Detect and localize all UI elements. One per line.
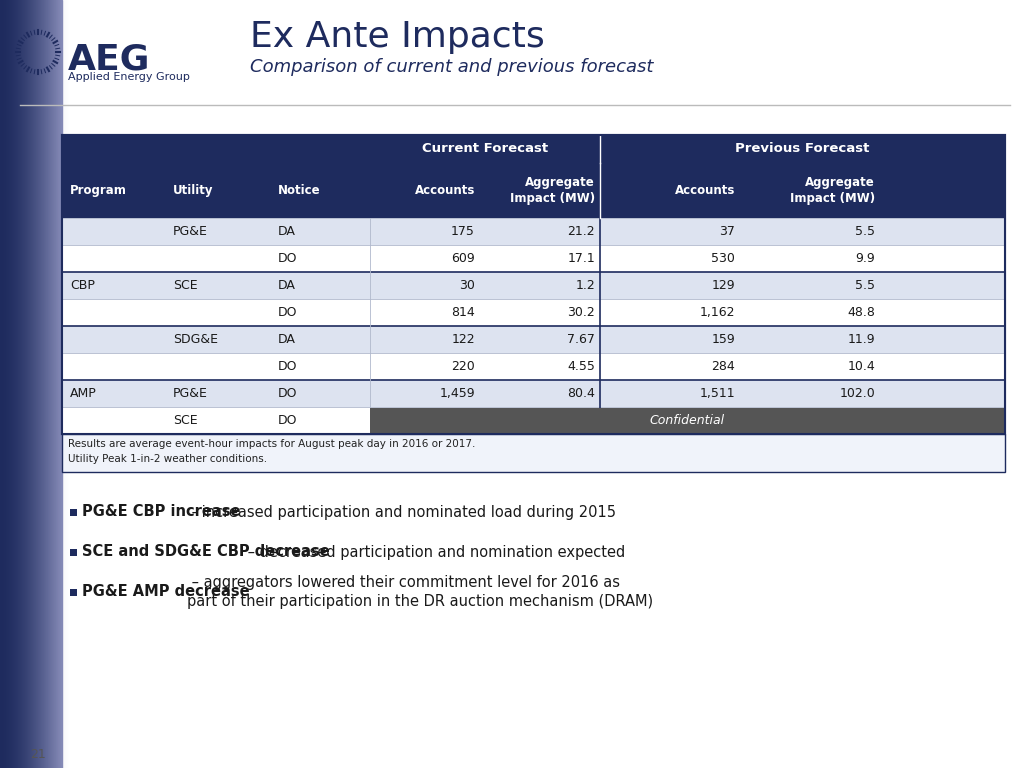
Text: Previous Forecast: Previous Forecast <box>735 143 869 155</box>
Text: 1.2: 1.2 <box>575 279 595 292</box>
Text: 5.5: 5.5 <box>855 279 874 292</box>
Text: 284: 284 <box>712 360 735 373</box>
Text: 5.5: 5.5 <box>855 225 874 238</box>
Text: PG&E: PG&E <box>173 225 208 238</box>
Bar <box>62 407 1005 434</box>
Text: 80.4: 80.4 <box>567 387 595 400</box>
Text: 48.8: 48.8 <box>847 306 874 319</box>
Text: DO: DO <box>278 252 298 265</box>
Bar <box>62 135 1005 163</box>
Text: 7.67: 7.67 <box>567 333 595 346</box>
Text: 1,162: 1,162 <box>699 306 735 319</box>
Bar <box>70 508 77 515</box>
Text: CBP: CBP <box>70 279 95 292</box>
Bar <box>70 548 77 555</box>
Text: 11.9: 11.9 <box>848 333 874 346</box>
Text: DA: DA <box>278 225 296 238</box>
Bar <box>62 380 1005 407</box>
Text: 159: 159 <box>712 333 735 346</box>
Text: 30.2: 30.2 <box>567 306 595 319</box>
Text: Program: Program <box>70 184 127 197</box>
Text: 4.55: 4.55 <box>567 360 595 373</box>
Text: 30: 30 <box>459 279 475 292</box>
Text: AMP: AMP <box>70 387 96 400</box>
Text: 1,459: 1,459 <box>439 387 475 400</box>
Text: 129: 129 <box>712 279 735 292</box>
Text: - increased participation and nominated load during 2015: - increased participation and nominated … <box>187 505 616 519</box>
Text: – decreased participation and nomination expected: – decreased participation and nomination… <box>244 545 626 560</box>
Text: 220: 220 <box>452 360 475 373</box>
Text: Utility: Utility <box>173 184 213 197</box>
Text: 609: 609 <box>452 252 475 265</box>
Text: 9.9: 9.9 <box>855 252 874 265</box>
Bar <box>62 299 1005 326</box>
Text: DA: DA <box>278 333 296 346</box>
Text: 21: 21 <box>30 749 46 762</box>
Text: Notice: Notice <box>278 184 321 197</box>
Text: 102.0: 102.0 <box>840 387 874 400</box>
Bar <box>62 353 1005 380</box>
Text: AEG: AEG <box>68 43 151 77</box>
Text: Accounts: Accounts <box>675 184 735 197</box>
Text: 175: 175 <box>452 225 475 238</box>
Text: DA: DA <box>278 279 296 292</box>
Text: SCE: SCE <box>173 279 198 292</box>
Text: Ex Ante Impacts: Ex Ante Impacts <box>250 20 545 54</box>
Text: 122: 122 <box>452 333 475 346</box>
Text: Results are average event-hour impacts for August peak day in 2016 or 2017.: Results are average event-hour impacts f… <box>68 439 475 449</box>
Text: DO: DO <box>278 360 298 373</box>
Bar <box>62 326 1005 353</box>
Text: DO: DO <box>278 414 298 427</box>
Text: Accounts: Accounts <box>415 184 475 197</box>
Text: SDG&E: SDG&E <box>173 333 218 346</box>
Bar <box>62 135 1005 434</box>
Bar <box>62 245 1005 272</box>
Text: – aggregators lowered their commitment level for 2016 as
part of their participa: – aggregators lowered their commitment l… <box>187 574 653 609</box>
Text: Aggregate
Impact (MW): Aggregate Impact (MW) <box>510 176 595 205</box>
Bar <box>62 218 1005 245</box>
Text: Confidential: Confidential <box>650 414 725 427</box>
Text: 10.4: 10.4 <box>847 360 874 373</box>
Text: Current Forecast: Current Forecast <box>422 143 548 155</box>
Text: 814: 814 <box>452 306 475 319</box>
Text: Applied Energy Group: Applied Energy Group <box>68 72 189 82</box>
Text: Aggregate
Impact (MW): Aggregate Impact (MW) <box>790 176 874 205</box>
Text: 21.2: 21.2 <box>567 225 595 238</box>
Text: SCE and SDG&E CBP decrease: SCE and SDG&E CBP decrease <box>82 545 330 560</box>
Text: Comparison of current and previous forecast: Comparison of current and previous forec… <box>250 58 653 76</box>
Bar <box>70 588 77 595</box>
Bar <box>62 434 1005 472</box>
Bar <box>62 163 1005 218</box>
Text: 1,511: 1,511 <box>699 387 735 400</box>
Text: 37: 37 <box>719 225 735 238</box>
Bar <box>62 135 1005 434</box>
Text: DO: DO <box>278 306 298 319</box>
Bar <box>62 272 1005 299</box>
Text: PG&E: PG&E <box>173 387 208 400</box>
Text: Utility Peak 1-in-2 weather conditions.: Utility Peak 1-in-2 weather conditions. <box>68 454 267 464</box>
Text: SCE: SCE <box>173 414 198 427</box>
Text: 530: 530 <box>711 252 735 265</box>
Text: PG&E AMP decrease: PG&E AMP decrease <box>82 584 250 600</box>
Text: PG&E CBP increase: PG&E CBP increase <box>82 505 241 519</box>
Text: DO: DO <box>278 387 298 400</box>
Bar <box>370 408 1005 433</box>
Text: 17.1: 17.1 <box>567 252 595 265</box>
